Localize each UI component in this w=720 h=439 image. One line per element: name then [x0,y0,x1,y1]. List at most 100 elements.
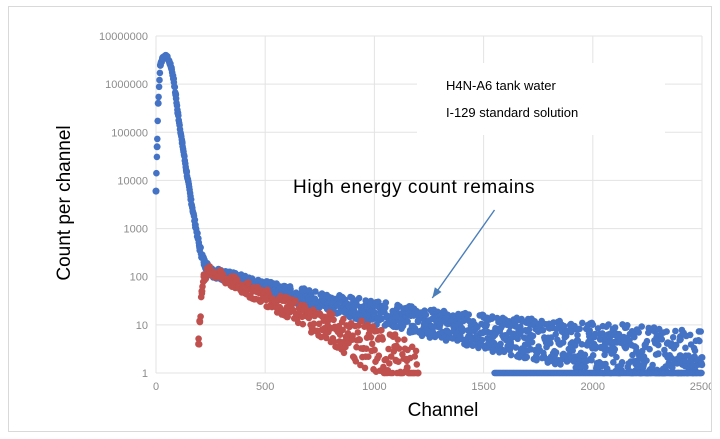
data-point [363,345,370,353]
data-point [330,338,338,345]
data-point [589,352,597,359]
data-point [385,345,392,353]
data-point [633,348,640,355]
data-point [183,168,191,176]
data-point [305,314,313,322]
x-tick-label: 1500 [471,381,495,393]
y-axis-label: Count per channel [54,125,75,280]
data-point [582,363,589,371]
data-point [646,345,653,353]
data-point [413,361,421,368]
data-point [654,350,662,358]
data-point [187,196,195,204]
data-point [643,357,650,364]
data-point [613,353,620,361]
data-point [195,335,202,343]
data-point [669,364,676,371]
data-point [292,297,299,305]
data-point [517,323,524,331]
data-point [686,331,694,339]
data-point [194,229,201,237]
y-tick-label: 100000 [111,127,148,139]
data-point [436,321,444,329]
data-point [579,319,586,327]
data-point [170,75,177,83]
data-point [379,336,387,343]
data-point [624,322,631,329]
x-tick-label: 1000 [362,381,386,393]
data-point [578,341,586,348]
data-point [339,326,347,334]
data-point [529,332,537,340]
data-point [156,61,164,69]
y-tick-label: 10000000 [99,31,148,43]
annotation-arrow-line [431,209,496,299]
data-point [465,311,473,318]
data-point [174,109,182,117]
data-point [552,331,559,338]
data-point [610,359,617,366]
data-point [196,317,204,325]
data-point [156,69,164,77]
data-point [370,309,378,317]
data-point [172,91,180,99]
data-point [414,317,422,325]
data-point [155,93,162,101]
data-point [153,153,161,161]
data-point [392,357,400,365]
data-point [365,353,372,361]
data-point [672,341,680,349]
series-2 [195,263,422,377]
data-point [312,288,319,295]
legend-box [417,63,665,135]
data-point [328,311,336,318]
annotation-arrow-head [432,287,442,298]
data-point [574,331,581,339]
data-point [387,353,395,360]
data-point [386,360,393,367]
data-point [649,361,656,369]
data-point [395,345,403,352]
data-point [611,324,619,331]
data-point [638,323,645,330]
chart-svg: 0 500 1000 1500 2000 2500 1 10 100 1000 10000 10000… [54,31,714,421]
data-point [367,334,375,341]
data-point [167,64,175,72]
data-point [283,303,291,311]
data-point [355,322,362,329]
data-point [408,343,416,351]
data-point [411,353,419,360]
y-tick-label: 100 [130,272,148,284]
data-point [497,340,504,348]
data-point [567,340,575,348]
data-point [153,169,160,177]
data-point [414,369,422,377]
data-point [480,328,488,336]
data-point [631,333,638,341]
data-point [195,340,203,348]
data-point [196,244,204,252]
data-point [483,321,491,329]
data-point [305,294,313,302]
data-point [605,321,612,328]
y-tick-label: 10 [136,320,148,332]
data-point [658,336,666,343]
data-point [635,329,642,336]
data-point [191,216,199,224]
y-tick-label: 1 [142,368,148,380]
data-point [368,340,376,348]
data-point [340,315,347,323]
tick-labels: 0 500 1000 1500 2000 2500 1 10 100 1000 10000 10000… [99,31,714,393]
x-tick-label: 0 [153,381,159,393]
data-point [552,349,560,356]
data-point [299,320,307,328]
data-point [233,276,241,283]
data-point [349,335,357,343]
data-point [340,349,348,357]
data-point [310,320,318,328]
data-point [191,221,199,229]
data-point [284,313,292,321]
data-point [391,331,399,338]
data-point [458,324,466,332]
data-point [533,356,540,364]
